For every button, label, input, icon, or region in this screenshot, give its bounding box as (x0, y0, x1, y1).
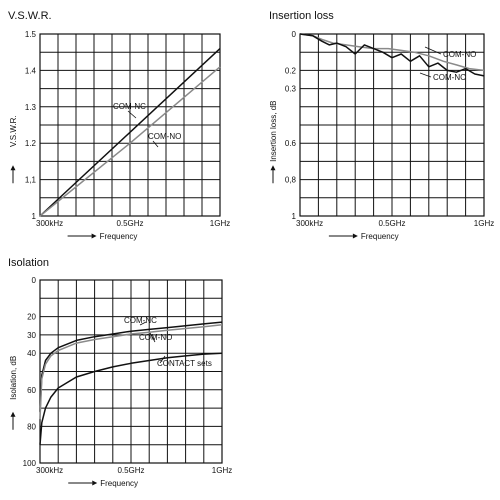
series-leader-line (159, 355, 166, 364)
y-tick-label: 20 (27, 313, 36, 322)
series-label: COM-NO (443, 50, 476, 59)
chart-title: Isolation (8, 257, 49, 269)
series-leader-line (127, 110, 137, 119)
series-line-com-no (299, 33, 485, 72)
y-tick-label: 0.2 (285, 66, 297, 75)
y-tick-label: 1 (32, 212, 37, 221)
x-tick-label: 300kHz (36, 466, 63, 475)
series-line-com-no (39, 66, 221, 217)
x-axis-arrowhead (92, 480, 98, 486)
plot-frame (39, 279, 223, 464)
x-tick-label: 0.5GHz (378, 219, 405, 228)
series-label: CONTACT sets (157, 359, 212, 368)
y-tick-label: 1.3 (25, 103, 37, 112)
chart-title: V.S.W.R. (8, 10, 52, 22)
chart-title: Insertion loss (269, 10, 334, 22)
y-tick-label: 80 (27, 422, 36, 431)
y-axis-label: V.S.W.R. (9, 115, 18, 147)
y-tick-label: 100 (23, 459, 37, 468)
series-leader-line (424, 46, 442, 55)
x-tick-label: 0.5GHz (116, 219, 143, 228)
series-leader-line (419, 72, 432, 78)
series-line-com-nc (39, 48, 221, 217)
x-axis-label: Frequency (361, 232, 399, 241)
series-label: COM-NO (148, 132, 181, 141)
x-tick-label: 1GHz (474, 219, 494, 228)
x-tick-label: 1GHz (210, 219, 230, 228)
y-tick-label: 1.2 (25, 139, 37, 148)
y-tick-label: 0.6 (285, 139, 297, 148)
series-line-com-nc (299, 33, 485, 77)
series-leader-line (149, 332, 156, 343)
plot-frame (299, 33, 485, 217)
y-tick-label: 1.5 (25, 30, 37, 39)
x-axis-arrowhead (91, 233, 97, 239)
y-axis-arrowhead (10, 411, 16, 417)
y-axis-arrowhead (10, 165, 16, 171)
y-tick-label: 1.4 (25, 66, 37, 75)
y-axis-label: Isolation, dB (9, 356, 18, 400)
series-label: COM-NC (124, 316, 157, 325)
x-axis-label: Frequency (100, 479, 138, 488)
y-tick-label: 0.3 (285, 85, 297, 94)
y-axis-label: Insertion loss, dB (269, 101, 278, 162)
x-axis-arrowhead (352, 233, 358, 239)
series-line-com-nc (39, 321, 223, 412)
y-tick-label: 0,8 (285, 176, 297, 185)
y-tick-label: 0 (292, 30, 297, 39)
series-leader-line (152, 140, 159, 148)
x-tick-label: 300kHz (296, 219, 323, 228)
x-tick-label: 0.5GHz (117, 466, 144, 475)
series-leader-line (139, 321, 147, 326)
y-tick-label: 40 (27, 349, 36, 358)
y-tick-label: 60 (27, 386, 36, 395)
y-tick-label: 1,1 (25, 176, 37, 185)
series-label: COM-NO (139, 333, 172, 342)
series-label: COM-NC (433, 73, 466, 82)
y-axis-arrowhead (270, 165, 276, 171)
series-line-com-no (39, 324, 223, 420)
y-tick-label: 1 (292, 212, 297, 221)
x-tick-label: 300kHz (36, 219, 63, 228)
x-tick-label: 1GHz (212, 466, 232, 475)
plot-frame (39, 33, 221, 217)
x-axis-label: Frequency (100, 232, 138, 241)
y-tick-label: 30 (27, 331, 36, 340)
series-label: COM-NC (113, 102, 146, 111)
series-line-contact-sets (39, 352, 223, 445)
y-tick-label: 0 (32, 276, 37, 285)
